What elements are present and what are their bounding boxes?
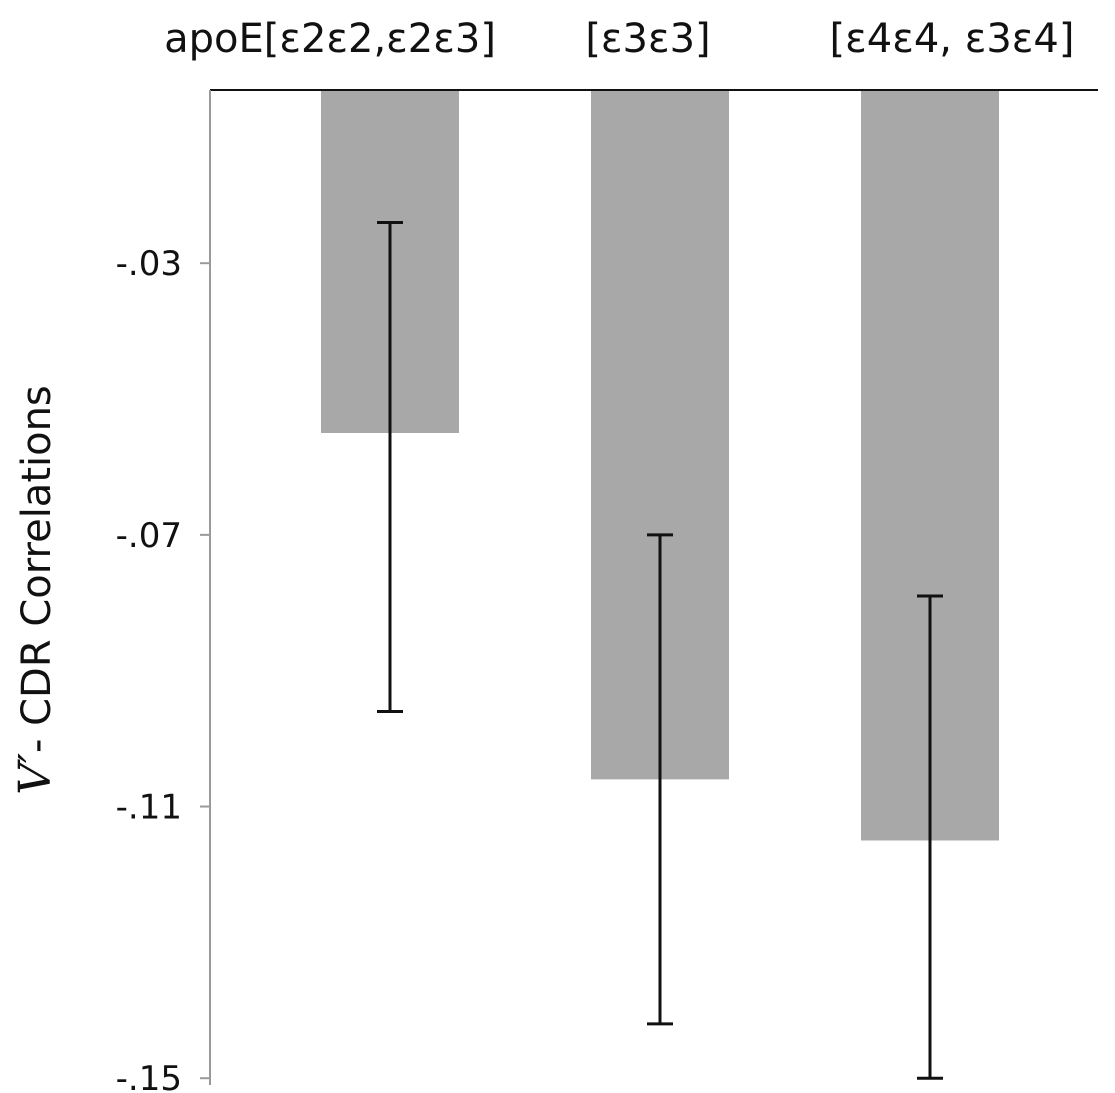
y-tick-label: -.15 (116, 1059, 182, 1093)
y-ticks-layer: -.03 -.07 -.11 -.15 (116, 244, 210, 1093)
category-label: apoE[ε2ε2,ε2ε3] (164, 16, 496, 62)
y-axis-title: V′- CDR Correlations (10, 385, 61, 795)
error-bar (917, 594, 943, 1080)
y-axis-symbol: V′ (10, 753, 61, 795)
y-tick-label: -.11 (116, 788, 182, 828)
error-bar (377, 220, 403, 713)
category-label: [ε4ε4, ε3ε4] (830, 16, 1075, 62)
y-axis-title-text: - CDR Correlations (14, 385, 60, 753)
bars-layer (321, 90, 999, 841)
y-tick-label: -.07 (116, 516, 182, 556)
y-tick-label: -.03 (116, 244, 182, 284)
error-bar (647, 533, 673, 1026)
category-label: [ε3ε3] (585, 16, 710, 62)
category-labels-layer: apoE[ε2ε2,ε2ε3] [ε3ε3] [ε4ε4, ε3ε4] (164, 16, 1074, 62)
error-bars-layer (377, 220, 943, 1080)
